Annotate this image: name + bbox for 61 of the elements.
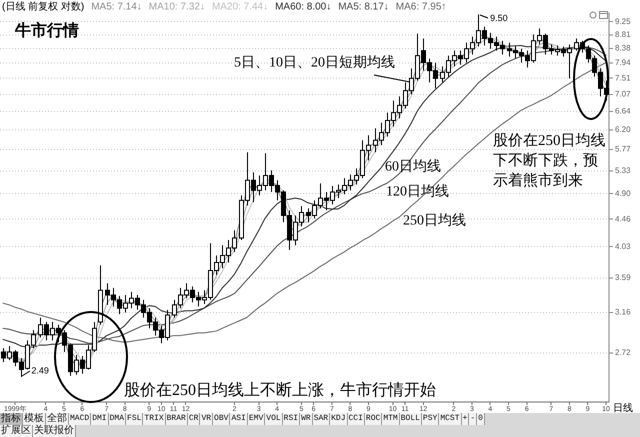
tab: MACD: [69, 413, 92, 425]
y-tick-label: 5.33: [615, 166, 632, 176]
tab: ROC: [364, 413, 382, 425]
tab: ASI: [230, 413, 248, 425]
tab: EMV: [248, 413, 266, 425]
tab: 全部: [46, 413, 69, 425]
annotation: 股价在250日均线下不断下跌，预示着熊市到来: [493, 132, 606, 189]
tab: CCI: [348, 413, 365, 425]
tab: 指标: [0, 413, 23, 425]
y-tick-label: 8.81: [615, 30, 632, 40]
y-tick-label: 7.51: [615, 73, 632, 82]
y-tick-label: 6.20: [615, 125, 632, 134]
y-tick-label: 8.38: [615, 44, 632, 53]
annotation: 9.50: [490, 12, 508, 23]
tab: -: [469, 413, 478, 425]
tab: DMA: [108, 413, 126, 425]
y-tick-label: 3.59: [615, 273, 632, 282]
text: MA5: 8.17↓: [338, 1, 389, 12]
y-tick-label: 7.94: [615, 58, 632, 68]
y-tick-label: 4.03: [615, 242, 632, 251]
chart-subtitle: (日线 前复权 对数): [2, 0, 84, 12]
y-tick-label: 2.72: [615, 348, 632, 358]
tab: OBV: [213, 413, 230, 425]
tab: BRAR: [166, 413, 188, 425]
y-tick-label: 7.07: [615, 90, 632, 99]
annotation: 股价在250日均线上不断上涨，牛市行情开始: [124, 381, 436, 400]
text: MA10: 7.32↓: [148, 1, 205, 12]
annotation: 5日、10日、20日短期均线: [234, 54, 395, 71]
tab: 关联报价: [33, 425, 76, 437]
tab: KDJ: [330, 413, 348, 425]
y-tick-label: 6.64: [615, 106, 632, 116]
y-tick-label: 5.77: [615, 144, 632, 154]
tab: TRIX: [143, 413, 166, 425]
annotation: 250日均线: [403, 212, 466, 229]
x-axis-title: 日线: [613, 402, 633, 414]
tab: WR: [300, 413, 313, 425]
tab: CR: [188, 413, 200, 425]
y-tick-label: 9.25: [615, 16, 632, 26]
tab: MCST: [439, 413, 462, 425]
tab: MTM: [382, 413, 400, 425]
tab: SAR: [312, 413, 330, 425]
y-tick-label: 4.46: [615, 214, 632, 224]
y-tick-label: 4.90: [615, 188, 632, 198]
tab: BOLL: [400, 413, 422, 425]
text: MA6: 7.95↑: [396, 1, 446, 12]
candlestick: [98, 264, 103, 326]
tab: PSY: [422, 413, 440, 425]
tab: 扩展区: [0, 425, 33, 437]
tab: VR: [200, 413, 214, 425]
text: 牛市行情: [14, 21, 79, 40]
text: MA20: 7.44↓: [212, 1, 268, 12]
tab: 0: [477, 413, 485, 425]
tab: DMI: [91, 413, 109, 425]
tab: VOL: [265, 413, 283, 425]
y-tick-label: 3.16: [615, 308, 632, 317]
tab: 模板: [23, 413, 46, 425]
text: MA60: 8.00↓: [275, 1, 332, 12]
annotation: 2.49: [31, 365, 49, 376]
text: MA5: 7.14↓: [91, 1, 142, 12]
tab: FSL: [126, 413, 144, 425]
tab: RSI: [282, 413, 300, 425]
